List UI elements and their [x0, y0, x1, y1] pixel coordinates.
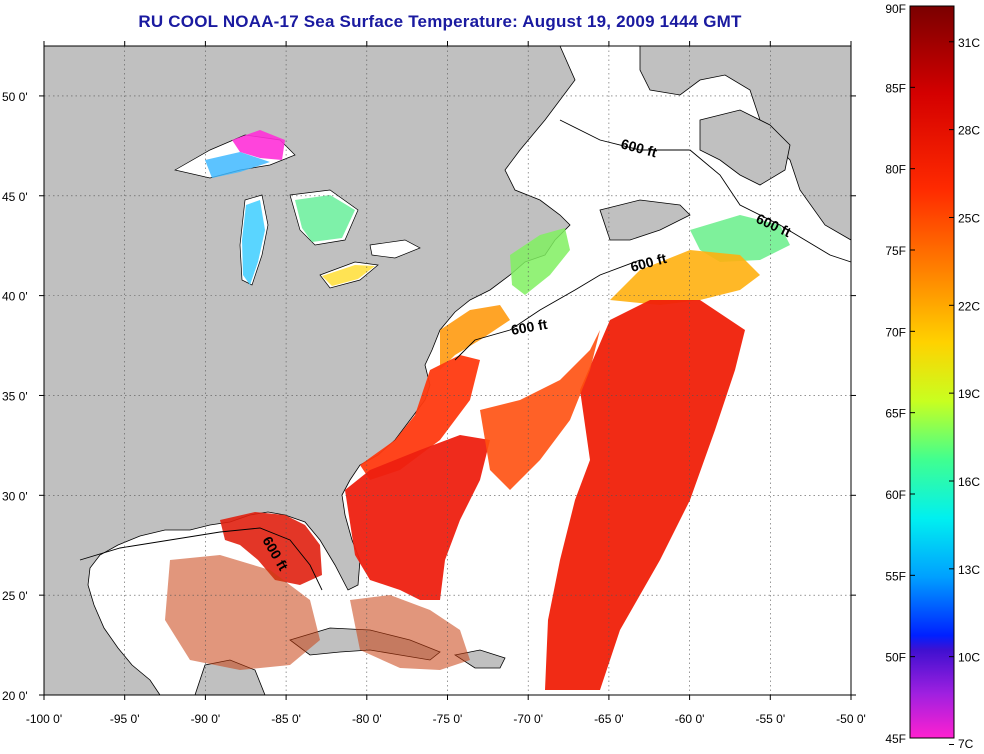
lon-tick-label: -50 0'	[836, 712, 866, 726]
colorbar-c-label: 7C	[958, 737, 974, 751]
colorbar-f-label: 70F	[885, 325, 906, 339]
map-title: RU COOL NOAA-17 Sea Surface Temperature:…	[138, 12, 742, 31]
sst-lake-huron	[295, 195, 355, 242]
colorbar-f-label: 45F	[885, 732, 906, 746]
colorbar-c-label: 22C	[958, 299, 980, 313]
colorbar-f-label: 50F	[885, 651, 906, 665]
lon-tick-label: -80 0'	[352, 712, 382, 726]
graticule	[44, 46, 851, 695]
lat-tick-label: 40 0'	[2, 290, 28, 304]
colorbar-c-label: 31C	[958, 36, 980, 50]
lat-tick-label: 45 0'	[2, 190, 28, 204]
lon-tick-label: -55 0'	[755, 712, 785, 726]
colorbar-f-label: 75F	[885, 244, 906, 258]
sst-gulf-of-maine	[510, 228, 570, 295]
land-north-america	[43, 45, 576, 696]
lon-tick-label: -75 0'	[433, 712, 463, 726]
colorbar-f-label: 80F	[885, 163, 906, 177]
colorbar-f-label: 55F	[885, 569, 906, 583]
colorbar-f-label: 60F	[885, 488, 906, 502]
isobath-label: 600 ft	[510, 316, 549, 338]
sst-scotian-shelf	[690, 215, 790, 262]
colorbar-f-label: 85F	[885, 81, 906, 95]
sst-lake-superior-cold	[232, 130, 285, 160]
colorbar-c-label: 28C	[958, 124, 980, 138]
lat-tick-label: 20 0'	[2, 689, 28, 703]
sst-carolinas-coastal	[360, 355, 480, 480]
lake-ontario	[369, 239, 421, 259]
colorbar-f-label: 90F	[885, 2, 906, 16]
lon-tick-label: -60 0'	[675, 712, 705, 726]
isobath-contour	[454, 119, 852, 361]
lat-tick-label: 50 0'	[2, 90, 28, 104]
sst-slope-warm	[610, 250, 760, 305]
lon-tick-label: -100 0'	[26, 712, 62, 726]
lon-tick-label: -95 0'	[110, 712, 140, 726]
sst-caribbean-scattered	[350, 595, 470, 670]
lat-tick-label: 35 0'	[2, 389, 28, 403]
sst-gulf-northeast	[220, 512, 322, 585]
sst-gulf-scattered	[165, 555, 320, 670]
colorbar-c-label: 25C	[958, 211, 980, 225]
lat-tick-label: 30 0'	[2, 489, 28, 503]
lon-tick-label: -85 0'	[271, 712, 301, 726]
colorbar-gradient	[909, 5, 955, 739]
isobath-contour-gulf	[79, 527, 323, 591]
lon-tick-label: -65 0'	[594, 712, 624, 726]
sst-lake-superior	[205, 152, 270, 178]
lon-tick-label: -70 0'	[513, 712, 543, 726]
sst-lake-erie	[322, 265, 375, 286]
colorbar-c-label: 19C	[958, 387, 980, 401]
sst-offshore-north	[480, 330, 600, 490]
sst-offshore-east	[545, 300, 745, 690]
sst-southeast-shelf	[345, 435, 490, 600]
lat-tick-label: 25 0'	[2, 589, 28, 603]
colorbar-c-label: 10C	[958, 651, 980, 665]
sst-mid-atlantic	[440, 305, 510, 370]
colorbar-c-label: 13C	[958, 563, 980, 577]
sst-lake-michigan	[242, 200, 265, 285]
colorbar-f-label: 65F	[885, 407, 906, 421]
lon-tick-label: -90 0'	[191, 712, 221, 726]
land-newfoundland	[699, 109, 791, 186]
colorbar-c-label: 16C	[958, 475, 980, 489]
land-nova-scotia	[599, 199, 691, 241]
